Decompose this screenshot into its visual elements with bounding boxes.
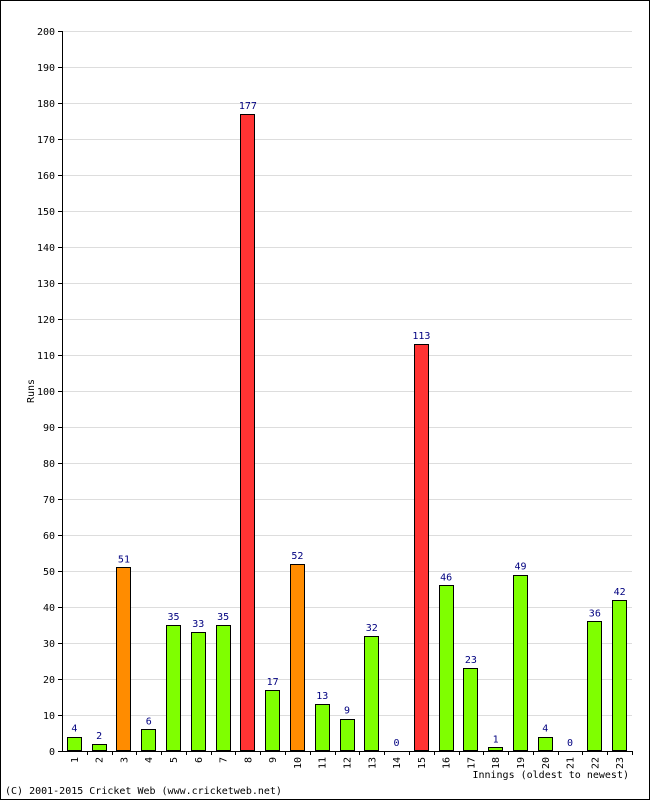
y-tick-label: 90: [43, 423, 55, 434]
x-tick-label: 21: [566, 757, 577, 769]
y-tick-label: 160: [37, 171, 55, 182]
value-label: 177: [239, 101, 257, 112]
x-tick-label: 19: [516, 757, 527, 769]
y-tick-label: 80: [43, 459, 55, 470]
y-tick-label: 190: [37, 63, 55, 74]
value-label: 32: [366, 623, 378, 634]
x-tick-label: 22: [590, 757, 601, 769]
x-tick-label: 8: [243, 757, 254, 763]
x-tick-label: 2: [95, 757, 106, 763]
bar: [439, 585, 454, 751]
x-tick-label: 16: [442, 757, 453, 769]
x-tick-label: 17: [466, 757, 477, 769]
grid-lines: [62, 31, 632, 716]
y-tick-label: 140: [37, 243, 55, 254]
value-label: 52: [291, 551, 303, 562]
bar: [166, 625, 181, 751]
y-tick-label: 150: [37, 207, 55, 218]
y-tick-label: 100: [37, 387, 55, 398]
y-tick-label: 200: [37, 27, 55, 38]
bar: [612, 600, 627, 751]
y-axis-title: Runs: [26, 379, 37, 403]
y-tick-label: 50: [43, 567, 55, 578]
value-label: 35: [217, 612, 229, 623]
x-tick-label: 15: [417, 757, 428, 769]
y-tick-label: 110: [37, 351, 55, 362]
bar: [290, 564, 305, 751]
value-label: 2: [96, 731, 102, 742]
bar: [340, 719, 355, 751]
bar: [67, 737, 82, 751]
y-tick-label: 170: [37, 135, 55, 146]
copyright-notice: (C) 2001-2015 Cricket Web (www.cricketwe…: [5, 786, 282, 797]
bar: [315, 704, 330, 751]
y-tick-label: 120: [37, 315, 55, 326]
bar: [513, 575, 528, 751]
x-tick-label: 3: [119, 757, 130, 763]
y-tick-label: 180: [37, 99, 55, 110]
y-tick-label: 20: [43, 675, 55, 686]
x-axis-ticks: 1 2 3 4 5 6 7 8 9 10 11 12 13 14 15 16 17 18 19 20 21 22 23: [70, 751, 633, 769]
bar: [414, 344, 429, 751]
x-tick-label: 10: [293, 757, 304, 769]
y-tick-label: 0: [49, 747, 55, 758]
value-label: 42: [614, 587, 626, 598]
bar: [116, 567, 131, 751]
value-label: 0: [394, 738, 400, 749]
bar: [265, 690, 280, 751]
x-tick-label: 6: [194, 757, 205, 763]
bar: [488, 747, 503, 751]
bar: [191, 632, 206, 751]
value-label: 33: [192, 619, 204, 630]
bar: [364, 636, 379, 751]
x-tick-label: 20: [541, 757, 552, 769]
value-label: 4: [71, 724, 77, 735]
x-tick-label: 23: [615, 757, 626, 769]
bar: [92, 744, 107, 751]
value-label: 51: [118, 554, 130, 565]
value-label: 6: [146, 716, 152, 727]
y-tick-label: 60: [43, 531, 55, 542]
y-tick-label: 130: [37, 279, 55, 290]
value-label: 49: [514, 562, 526, 573]
value-label: 17: [267, 677, 279, 688]
x-axis-title: Innings (oldest to newest): [472, 770, 629, 781]
x-tick-label: 12: [343, 757, 354, 769]
x-tick-label: 7: [219, 757, 230, 763]
value-label: 13: [316, 691, 328, 702]
x-tick-label: 14: [392, 757, 403, 769]
value-label: 4: [542, 724, 548, 735]
value-label: 9: [344, 706, 350, 717]
y-tick-label: 30: [43, 639, 55, 650]
bar: [538, 737, 553, 751]
value-label: 1: [493, 734, 499, 745]
x-tick-label: 11: [318, 757, 329, 769]
x-tick-label: 1: [70, 757, 81, 763]
value-label: 35: [167, 612, 179, 623]
y-tick-label: 10: [43, 711, 55, 722]
x-tick-label: 4: [144, 757, 155, 763]
value-label: 36: [589, 608, 601, 619]
value-label: 46: [440, 572, 452, 583]
x-tick-label: 9: [268, 757, 279, 763]
bar: [141, 729, 156, 751]
y-axis-ticks: 0 10 20 30 40 50 60 70 80 90 100 110 120 130 140 150 160…: [37, 27, 62, 758]
value-label: 113: [412, 331, 430, 342]
bar: [240, 114, 255, 751]
x-tick-label: 5: [169, 757, 180, 763]
x-tick-label: 13: [367, 757, 378, 769]
x-tick-label: 18: [491, 757, 502, 769]
bar: [587, 621, 602, 751]
bar: [216, 625, 231, 751]
bar: [463, 668, 478, 751]
bars: [67, 114, 627, 751]
value-label: 0: [567, 738, 573, 749]
y-tick-label: 70: [43, 495, 55, 506]
y-tick-label: 40: [43, 603, 55, 614]
value-label: 23: [465, 655, 477, 666]
